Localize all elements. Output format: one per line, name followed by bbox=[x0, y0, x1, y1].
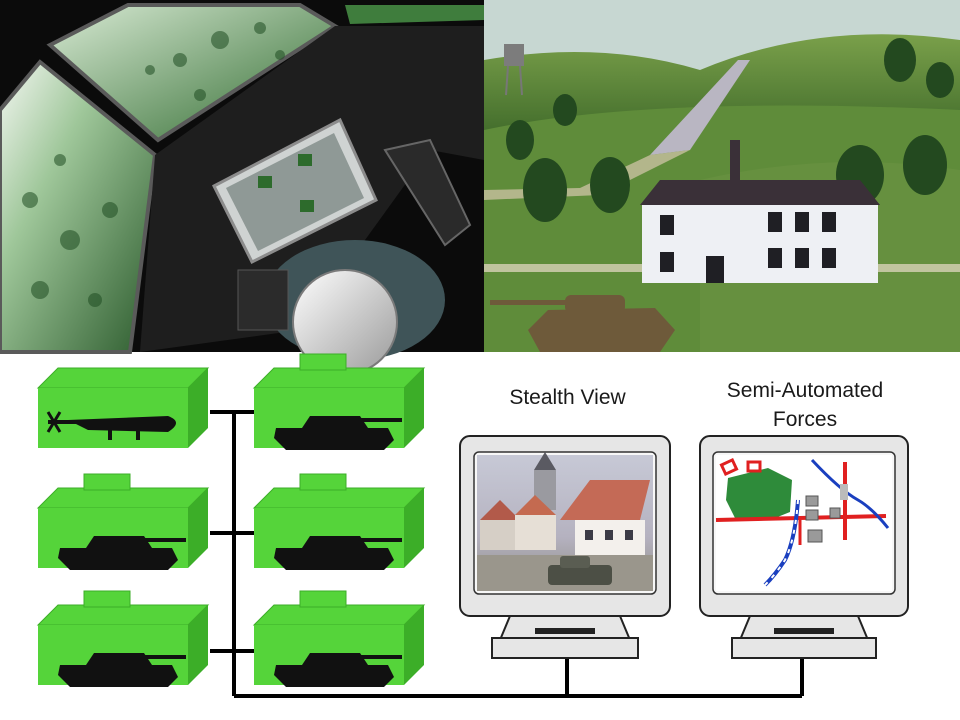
helicopter-icon bbox=[46, 411, 176, 440]
stealth-view-screen bbox=[477, 452, 653, 591]
cockpit-photo bbox=[0, 0, 484, 375]
simulator-box-tank bbox=[252, 590, 426, 687]
simulator-box-tank bbox=[252, 473, 426, 570]
tank-icon bbox=[274, 536, 402, 570]
stealth-view-label: Stealth View bbox=[509, 386, 626, 409]
saf-map-screen bbox=[715, 455, 892, 591]
simulator-box-tank bbox=[36, 590, 210, 687]
tank-icon bbox=[274, 416, 402, 450]
simulator-box-helicopter bbox=[36, 367, 210, 448]
simulator-group bbox=[36, 353, 426, 687]
saf-label-line1: Semi-Automated bbox=[726, 379, 884, 402]
stealth-view-monitor bbox=[459, 435, 671, 659]
terrain-photo bbox=[484, 0, 960, 352]
tank-icon bbox=[58, 536, 186, 570]
simulator-box-tank bbox=[36, 473, 210, 570]
simulator-box-tank bbox=[252, 353, 426, 450]
network-bus bbox=[210, 410, 804, 698]
saf-label-line2: Forces bbox=[772, 408, 838, 431]
tank-icon bbox=[274, 653, 402, 687]
tank-icon bbox=[58, 653, 186, 687]
saf-monitor bbox=[699, 435, 909, 659]
